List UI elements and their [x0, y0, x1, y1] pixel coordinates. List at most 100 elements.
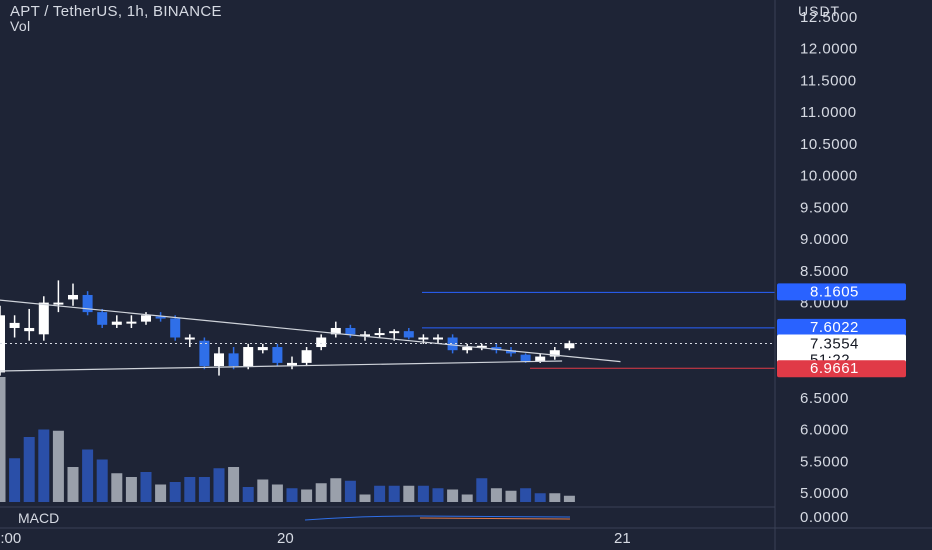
candle [38, 296, 49, 341]
volume-bar [242, 487, 254, 502]
volume-indicator-label[interactable]: Vol [10, 18, 31, 34]
volume-bar [0, 377, 6, 502]
volume-bar [432, 488, 444, 502]
volume-bar [388, 485, 400, 502]
volume-bar [549, 493, 561, 502]
price-tick-label: 8.5000 [800, 263, 849, 280]
trendline-descending-resistance[interactable] [0, 299, 621, 363]
price-tick-label: 9.5000 [800, 199, 849, 216]
candle [447, 334, 458, 354]
candle-body [403, 331, 414, 338]
volume-bar [198, 477, 210, 502]
candle-body [491, 347, 502, 351]
candle-body [9, 322, 20, 328]
volume-bar [374, 485, 386, 502]
candle-body [228, 353, 239, 367]
candle-body [476, 345, 487, 348]
candle [97, 308, 108, 328]
candles [0, 280, 575, 376]
candle-body [462, 347, 473, 351]
trendline-ascending-support[interactable] [0, 360, 563, 372]
candle-body [141, 315, 151, 322]
price-tick-label: 11.0000 [800, 104, 857, 121]
candle-body [68, 294, 78, 300]
candle [184, 334, 195, 348]
candle-body [433, 337, 443, 340]
candle [403, 327, 414, 340]
volume-bar [257, 479, 269, 502]
candle-body [418, 337, 429, 340]
symbol-title[interactable]: APT / TetherUS, 1h, BINANCE [10, 3, 222, 20]
volume-bar [9, 458, 21, 502]
candle [82, 291, 93, 316]
candle-body [506, 350, 516, 354]
volume-bar [490, 488, 502, 502]
candle [549, 347, 560, 360]
volume-bar [403, 485, 415, 502]
candle-body [82, 294, 93, 313]
axis-currency-label[interactable]: USDT [798, 3, 841, 19]
volume-bar [476, 478, 488, 502]
candle-body [170, 318, 181, 338]
candle [24, 308, 35, 341]
candle [462, 343, 473, 354]
candle-body [38, 302, 49, 335]
candle-body [301, 350, 312, 363]
price-tick-label: 10.5000 [800, 136, 858, 153]
volume-bar [315, 483, 327, 502]
volume-bar [38, 429, 50, 502]
time-label-2: 20 [277, 530, 294, 547]
volume-bar [447, 489, 459, 502]
candle [506, 347, 516, 357]
candle-body [184, 337, 195, 340]
candle [0, 305, 5, 376]
candle [170, 315, 181, 341]
candle [287, 356, 297, 370]
candle-body [0, 315, 5, 373]
price-tick-label: 10.0000 [800, 168, 858, 185]
volume-bar [271, 484, 283, 502]
volume-bar [111, 473, 123, 502]
candle [53, 280, 64, 313]
macd-indicator-label[interactable]: MACD [18, 510, 60, 526]
candle-body [330, 327, 341, 335]
candle-body [199, 340, 210, 367]
candle [374, 327, 385, 338]
candle-body [272, 347, 283, 363]
price-tick-label: 5.5000 [800, 453, 849, 470]
candle [433, 334, 443, 344]
volume-bar [344, 480, 356, 502]
volume-bar [359, 494, 371, 502]
upper-price-badge [777, 283, 906, 301]
price-tick-label: 5.0000 [800, 485, 849, 502]
volume-bar [286, 488, 298, 502]
volume-bar [534, 493, 546, 502]
candle-body [520, 354, 531, 361]
volume-bar [23, 437, 35, 502]
volume-bar [184, 477, 196, 502]
candle-body [374, 333, 385, 336]
candle-body [97, 312, 108, 325]
volume-bar [96, 459, 108, 502]
volume-bar [301, 489, 313, 502]
price-tick-label: 12.5000 [800, 9, 858, 26]
candle [301, 347, 312, 367]
signal-line [419, 517, 571, 520]
candle [9, 315, 20, 338]
candle [272, 343, 283, 367]
candle [564, 340, 575, 351]
candle-body [287, 362, 297, 367]
candle-body [257, 347, 268, 351]
lower-price-badge-label: 6.9661 [810, 360, 859, 377]
macd-lines [304, 515, 571, 521]
candle-body [345, 327, 356, 335]
candle-body [549, 350, 560, 357]
candle-body [564, 343, 575, 349]
upper-price-badge-label: 8.1605 [810, 283, 859, 300]
volume-bar [213, 468, 225, 502]
candle-body [447, 337, 458, 351]
candle [257, 343, 268, 354]
candle-body [316, 337, 327, 348]
